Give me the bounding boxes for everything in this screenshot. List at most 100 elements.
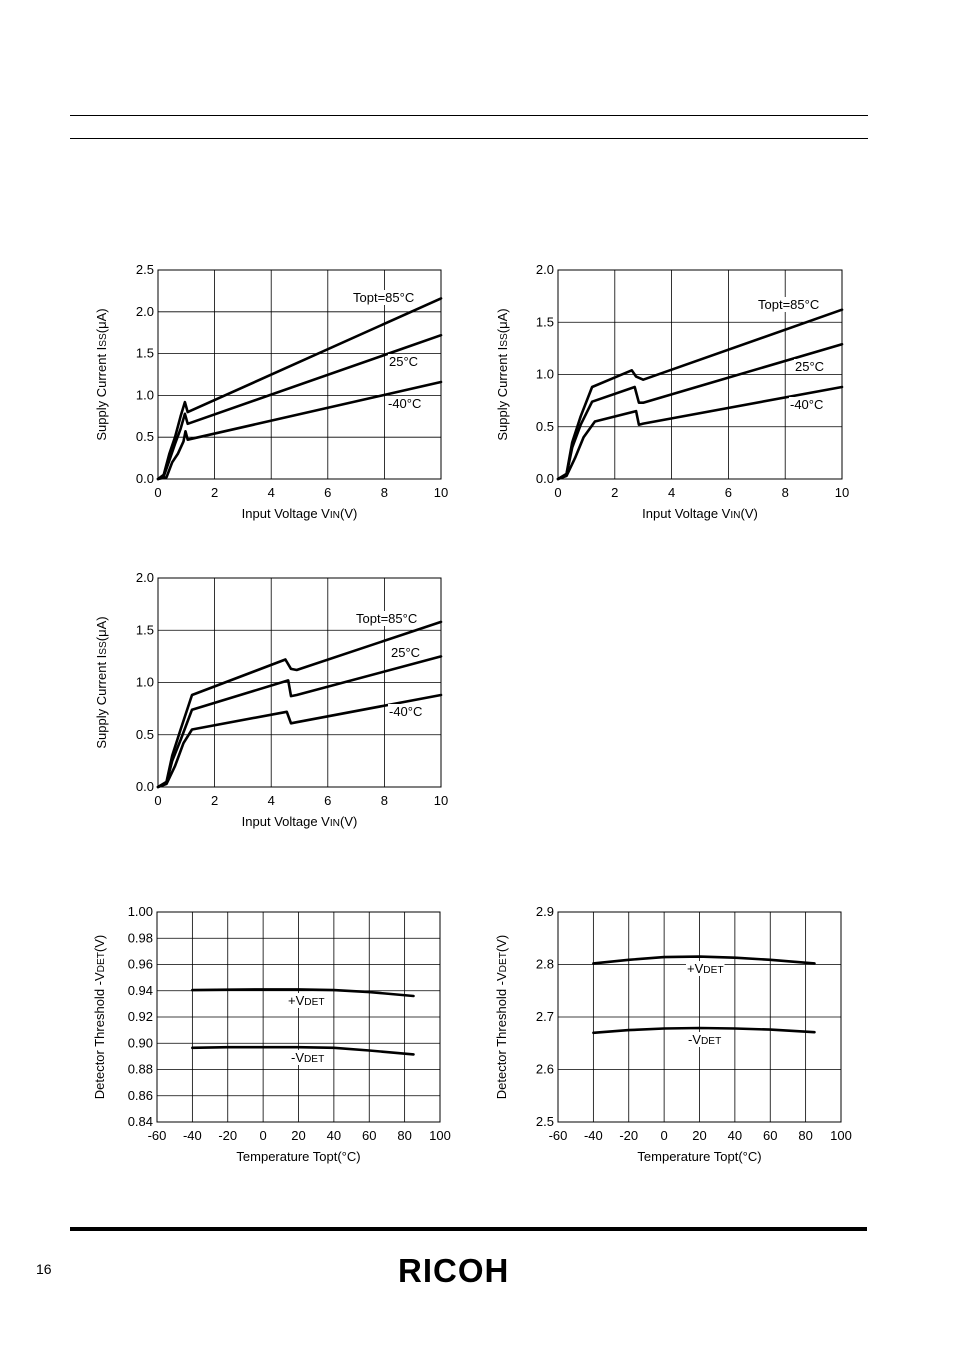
series-label-background xyxy=(290,1050,326,1065)
series-label: -40°C xyxy=(388,396,421,411)
y-axis-label: Detector Threshold -VDET(V) xyxy=(92,935,107,1100)
x-tick-label: 20 xyxy=(291,1128,305,1143)
x-axis-label: Input Voltage VIN(V) xyxy=(642,506,758,521)
x-axis-label: Temperature Topt(°C) xyxy=(236,1149,360,1164)
series-label-background xyxy=(789,397,825,412)
y-axis-label: Supply Current ISS(μA) xyxy=(94,308,109,440)
x-tick-label: 0 xyxy=(154,485,161,500)
header-rule-top xyxy=(70,115,868,116)
series-line xyxy=(556,342,844,481)
y-tick-label: 2.7 xyxy=(536,1009,554,1024)
plot-frame xyxy=(557,269,843,480)
series-label: -40°C xyxy=(389,704,422,719)
series-label-background xyxy=(794,359,826,374)
x-tick-label: 10 xyxy=(434,485,448,500)
x-tick-label: -20 xyxy=(218,1128,237,1143)
x-tick-label: 100 xyxy=(830,1128,852,1143)
x-tick-label: -20 xyxy=(619,1128,638,1143)
x-tick-label: 0 xyxy=(154,793,161,808)
x-tick-label: 40 xyxy=(728,1128,742,1143)
plot-frame xyxy=(557,911,842,1123)
x-tick-label: 0 xyxy=(260,1128,267,1143)
y-tick-label: 2.9 xyxy=(536,904,554,919)
x-tick-label: 2 xyxy=(211,485,218,500)
y-axis-label: Supply Current ISS(μA) xyxy=(94,616,109,748)
x-tick-label: -60 xyxy=(148,1128,167,1143)
series-label-background xyxy=(687,1032,723,1047)
x-tick-label: 4 xyxy=(268,485,275,500)
series-label-background xyxy=(388,704,424,719)
y-tick-label: 0.98 xyxy=(128,930,153,945)
series-line xyxy=(556,385,844,481)
x-tick-label: 6 xyxy=(324,485,331,500)
y-tick-label: 0.86 xyxy=(128,1088,153,1103)
series-label-background xyxy=(387,396,423,411)
y-tick-label: 0.5 xyxy=(136,727,154,742)
x-tick-label: 10 xyxy=(835,485,849,500)
x-axis-label: Temperature Topt(°C) xyxy=(637,1149,761,1164)
series-label-background xyxy=(352,290,416,305)
series-line xyxy=(592,955,816,965)
y-tick-label: 0.92 xyxy=(128,1009,153,1024)
x-axis-label: Input Voltage VIN(V) xyxy=(242,814,358,829)
series-label: Topt=85°C xyxy=(356,611,417,626)
y-tick-label: 2.0 xyxy=(536,262,554,277)
y-tick-label: 0.84 xyxy=(128,1114,153,1129)
x-tick-label: 0 xyxy=(554,485,561,500)
plot-frame xyxy=(156,911,441,1123)
y-tick-label: 1.00 xyxy=(128,904,153,919)
x-axis-label: Input Voltage VIN(V) xyxy=(242,506,358,521)
series-label-background xyxy=(287,993,326,1008)
y-axis-label: Supply Current ISS(μA) xyxy=(495,308,510,440)
series-line xyxy=(156,693,443,789)
y-tick-label: 2.6 xyxy=(536,1062,554,1077)
footer-rule xyxy=(70,1227,867,1231)
series-label: Topt=85°C xyxy=(353,290,414,305)
series-line xyxy=(156,380,443,481)
y-tick-label: 0.88 xyxy=(128,1062,153,1077)
series-line xyxy=(191,1045,415,1056)
y-tick-label: 0.0 xyxy=(136,471,154,486)
x-tick-label: 6 xyxy=(725,485,732,500)
y-axis-label: Detector Threshold -VDET(V) xyxy=(494,935,509,1100)
plot-frame xyxy=(157,577,442,788)
y-tick-label: 0.0 xyxy=(136,779,154,794)
y-tick-label: 0.5 xyxy=(536,419,554,434)
x-tick-label: 8 xyxy=(381,793,388,808)
x-tick-label: -60 xyxy=(549,1128,568,1143)
x-tick-label: 4 xyxy=(668,485,675,500)
series-label: -VDET xyxy=(291,1050,324,1065)
x-tick-label: 4 xyxy=(268,793,275,808)
y-tick-label: 1.0 xyxy=(136,675,154,690)
y-tick-label: 1.0 xyxy=(136,387,154,402)
y-tick-label: 0.90 xyxy=(128,1035,153,1050)
header-rule-bottom xyxy=(70,138,868,139)
x-tick-label: 2 xyxy=(211,793,218,808)
series-line xyxy=(592,1026,816,1035)
series-label: -40°C xyxy=(790,397,823,412)
x-tick-label: 80 xyxy=(798,1128,812,1143)
x-tick-label: 60 xyxy=(763,1128,777,1143)
series-label: +VDET xyxy=(687,961,724,976)
series-label: -VDET xyxy=(688,1032,721,1047)
y-tick-label: 1.5 xyxy=(136,346,154,361)
x-tick-label: 6 xyxy=(324,793,331,808)
x-tick-label: 10 xyxy=(434,793,448,808)
series-line xyxy=(156,655,443,789)
y-tick-label: 0.0 xyxy=(536,471,554,486)
x-tick-label: -40 xyxy=(584,1128,603,1143)
series-line xyxy=(156,333,443,481)
series-line xyxy=(156,297,443,481)
y-tick-label: 2.5 xyxy=(136,262,154,277)
plot-frame xyxy=(157,269,442,480)
series-label: 25°C xyxy=(391,645,420,660)
x-tick-label: 80 xyxy=(397,1128,411,1143)
x-tick-label: 2 xyxy=(611,485,618,500)
series-label: 25°C xyxy=(389,354,418,369)
x-tick-label: 60 xyxy=(362,1128,376,1143)
series-label: 25°C xyxy=(795,359,824,374)
y-tick-label: 1.5 xyxy=(536,314,554,329)
ricoh-logo: RICOH xyxy=(398,1252,510,1289)
x-tick-label: 8 xyxy=(381,485,388,500)
